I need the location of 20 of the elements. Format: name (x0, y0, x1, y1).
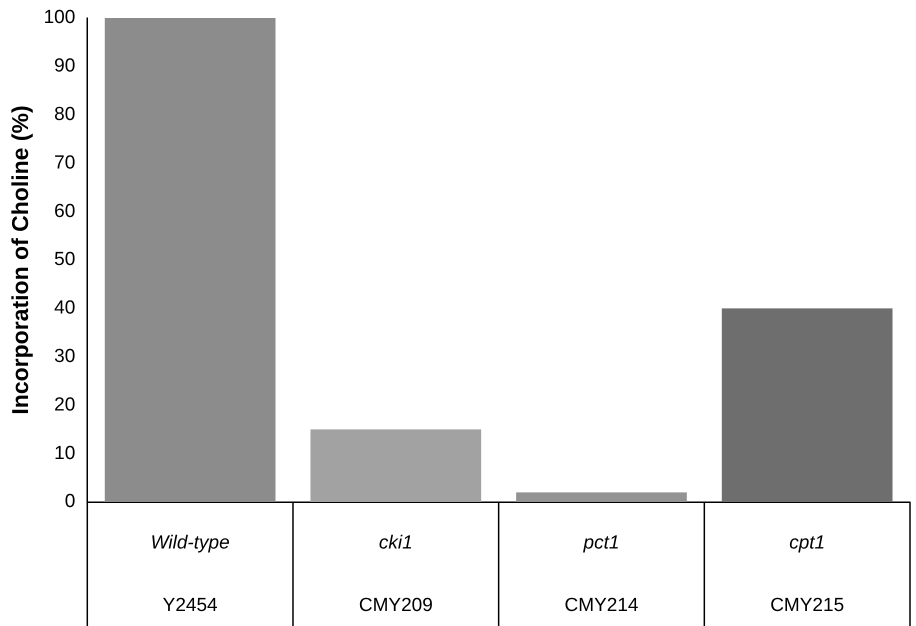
y-tick-label: 70 (54, 152, 76, 174)
y-tick-label: 50 (54, 249, 76, 270)
category-label: cki1 CMY209 (358, 532, 433, 616)
y-axis-title: Incorporation of Choline (%) (7, 105, 34, 415)
y-tick-label: 80 (54, 104, 76, 126)
category-label: pct1 CMY214 (564, 532, 638, 616)
y-tick-label: 100 (44, 7, 76, 28)
y-tick-label: 40 (54, 298, 76, 319)
y-tick-label: 20 (54, 394, 76, 416)
bar (516, 492, 687, 502)
y-tick-label: 30 (54, 346, 76, 368)
bar (310, 429, 482, 502)
category-label: Wild-type Y2454 (150, 532, 230, 616)
bar (722, 308, 893, 502)
y-tick-label: 10 (54, 442, 76, 464)
y-tick-label: 90 (54, 56, 76, 77)
y-tick-label: 0 (64, 491, 76, 512)
bar (104, 18, 276, 502)
y-tick-label: 60 (54, 200, 76, 222)
category-label: cpt1 CMY215 (770, 532, 844, 616)
